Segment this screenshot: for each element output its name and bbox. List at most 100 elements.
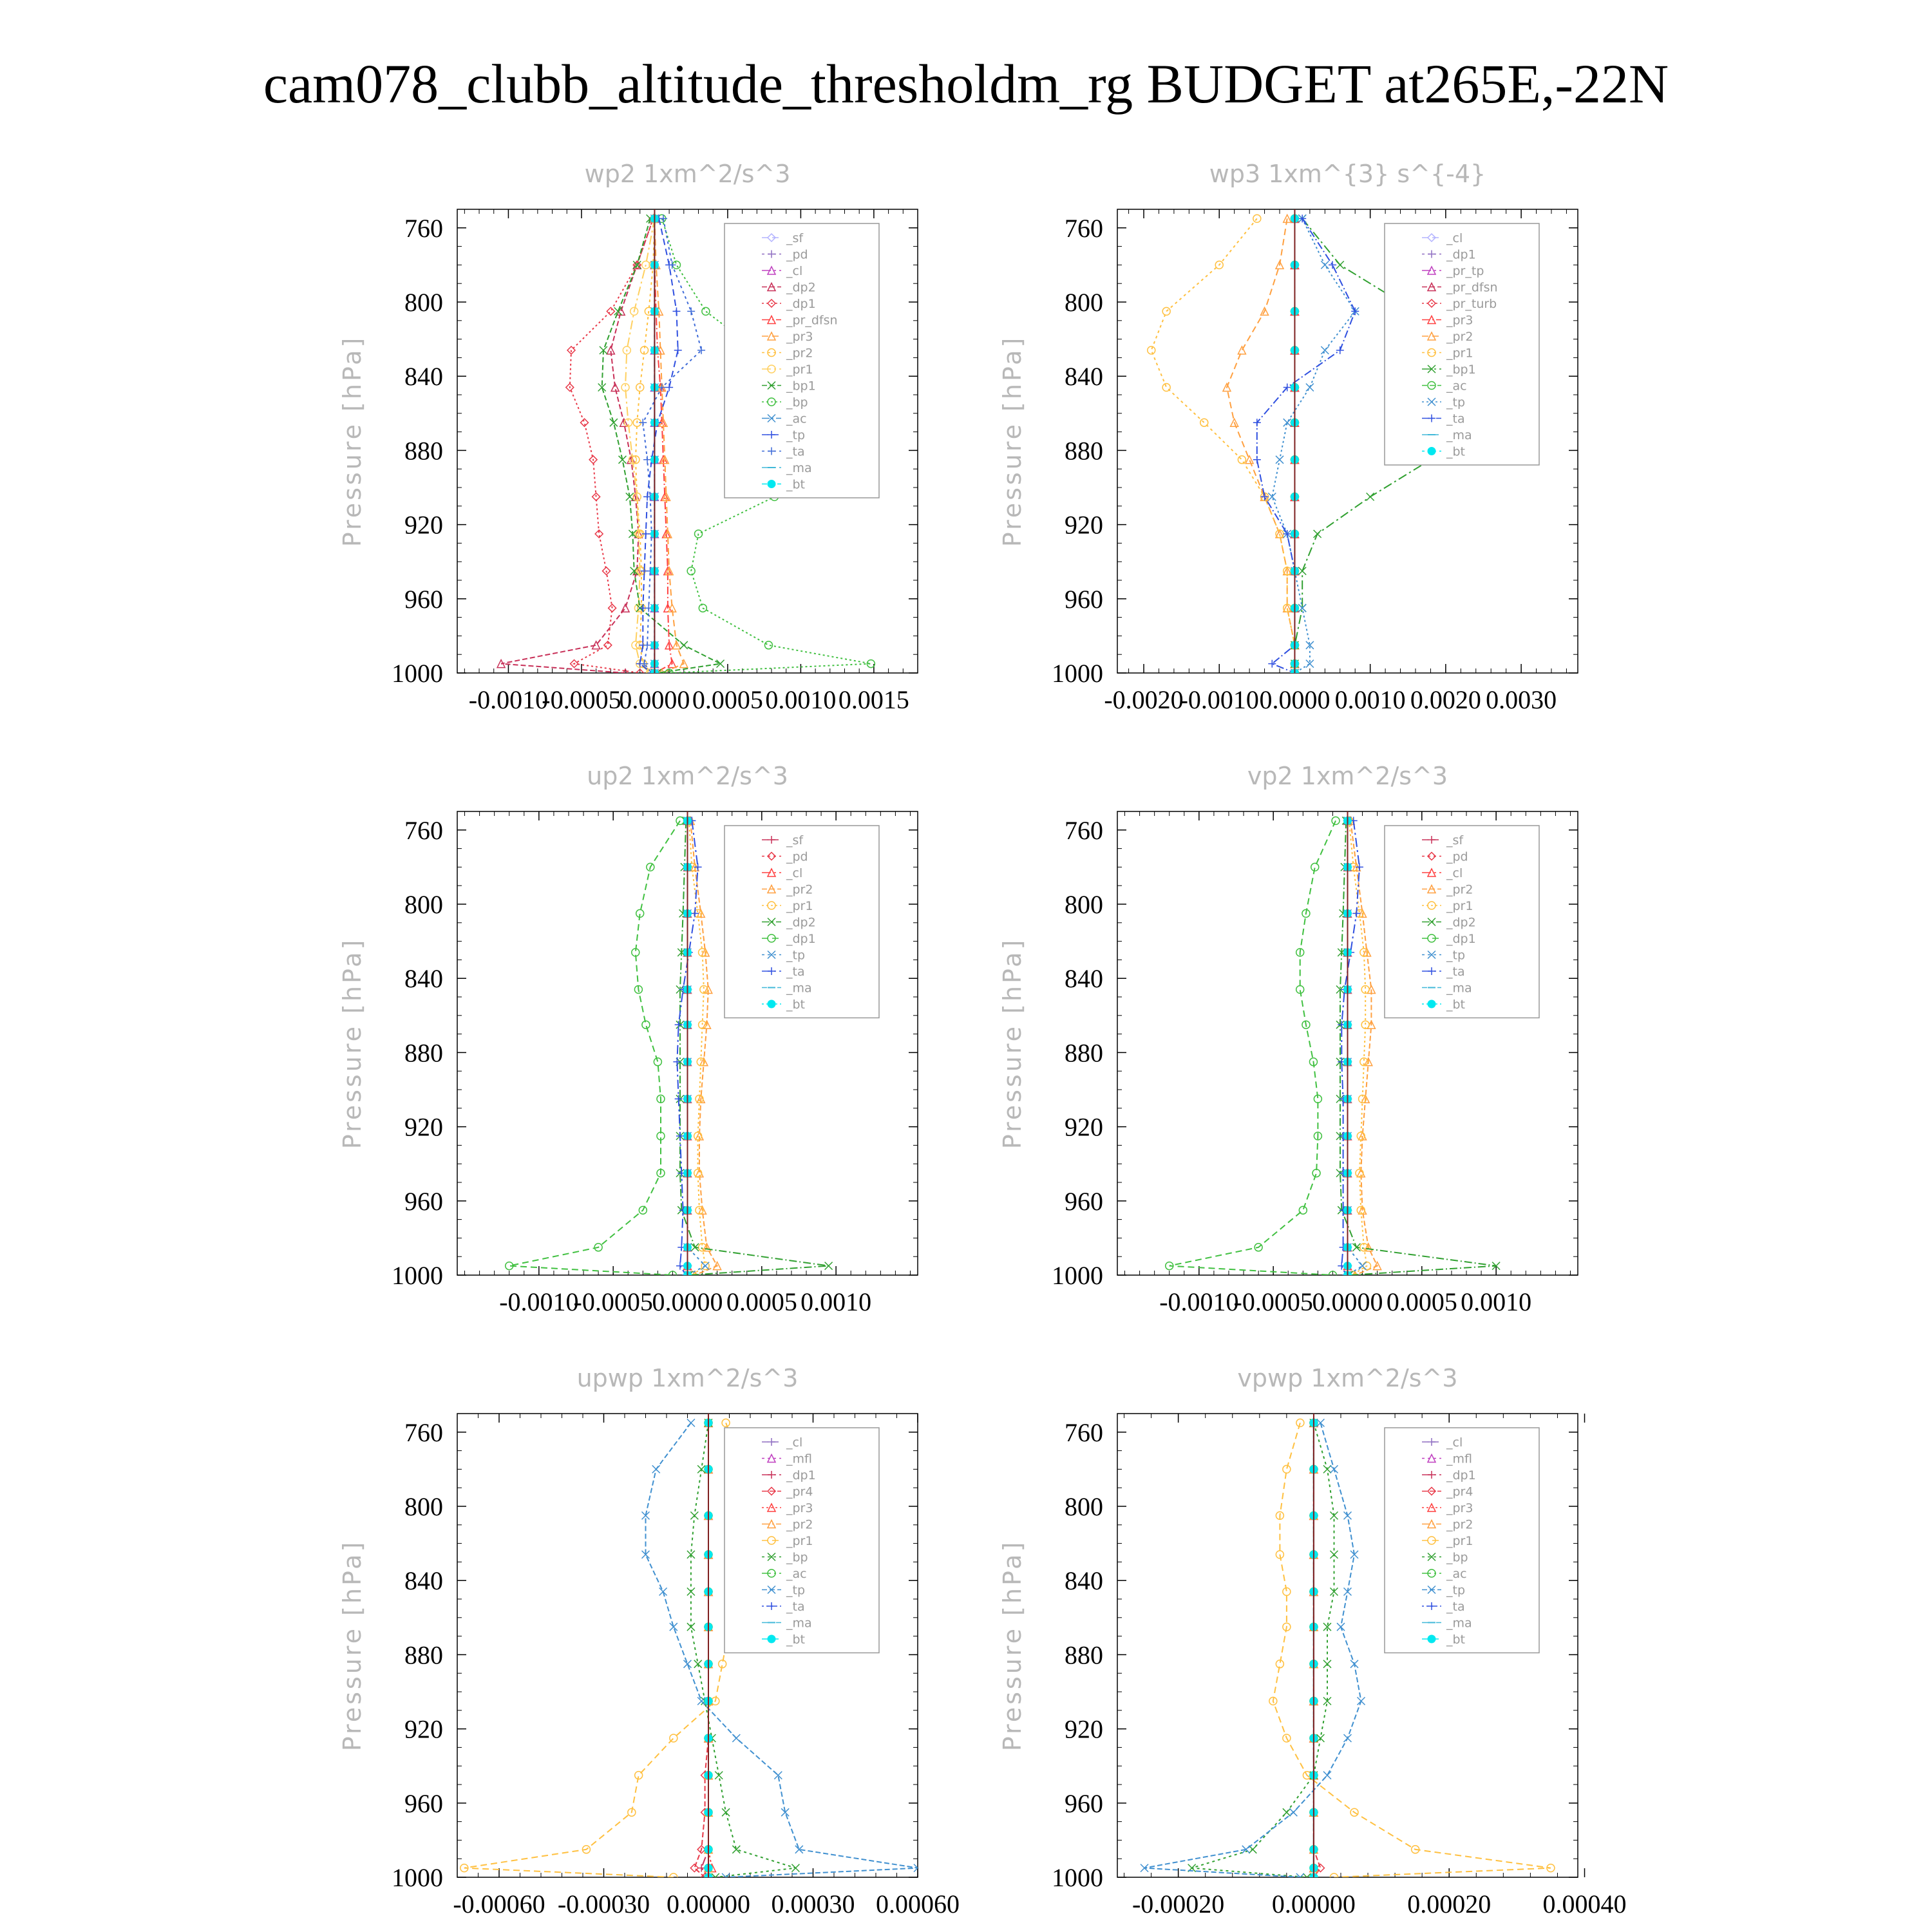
series-line-pr2 — [1350, 820, 1378, 1275]
x-tick-label: 0.0010 — [1335, 685, 1406, 714]
legend-label: _ac — [786, 412, 807, 426]
data-point-tp — [641, 1511, 650, 1520]
data-point-tp — [669, 1622, 678, 1631]
legend-marker — [768, 1602, 775, 1610]
legend-label: _pr2 — [786, 1518, 813, 1532]
data-point-tp — [1242, 1845, 1251, 1854]
data-point-dp1 — [638, 1206, 648, 1215]
legend-label: _dp1 — [786, 297, 816, 311]
y-tick-label: 920 — [404, 1715, 443, 1744]
data-point-pr1 — [1350, 1808, 1359, 1817]
legend-label: _pr2 — [1446, 330, 1473, 344]
legend-marker — [767, 901, 776, 910]
data-point-pr2 — [700, 947, 710, 957]
series-line-bp1 — [601, 218, 723, 673]
legend-marker — [767, 413, 776, 423]
data-point-pr1 — [1215, 260, 1224, 270]
data-point-bp — [1302, 1873, 1311, 1877]
data-point-bp1 — [625, 492, 634, 501]
x-tick-label: 0.00040 — [1543, 1889, 1627, 1918]
panel-title: wp2 1xm^2/s^3 — [585, 160, 791, 188]
data-point-pr2 — [699, 1057, 709, 1066]
data-point-bp — [687, 1550, 696, 1559]
data-point-pr1 — [699, 985, 708, 994]
x-tick-label: -0.0010 — [1159, 1287, 1238, 1316]
data-point-dp2 — [690, 1243, 699, 1252]
legend-marker — [767, 381, 776, 390]
data-point-pr1 — [1329, 1873, 1339, 1877]
legend-label: _pr2 — [786, 883, 813, 897]
x-tick-label: -0.0010 — [469, 685, 548, 714]
legend-label: _ac — [786, 1567, 807, 1581]
data-point-ta — [687, 307, 696, 316]
legend-marker — [768, 836, 775, 844]
data-point-pr2 — [712, 1260, 722, 1271]
data-point-bp — [1323, 1696, 1332, 1705]
data-point-pr1 — [693, 1168, 703, 1178]
x-tick-label: 0.0010 — [1461, 1287, 1531, 1316]
data-point-dp1 — [1313, 1094, 1323, 1104]
data-point-dp2 — [1492, 1262, 1501, 1271]
panel-title: up2 1xm^2/s^3 — [587, 762, 788, 790]
data-point-bp — [1316, 1734, 1325, 1743]
data-point-pr1 — [1237, 455, 1247, 464]
panel-4: vp2 1xm^2/s^3 Pressure [hPa] 760 800 840 880 9… — [998, 762, 1578, 1316]
data-point-pr1 — [1275, 1550, 1285, 1559]
data-point-ta — [676, 1262, 684, 1270]
data-point-pr1 — [621, 383, 630, 392]
data-point-tp — [1289, 1808, 1298, 1817]
legend-marker — [1426, 1453, 1437, 1463]
data-point-tp — [1323, 1771, 1332, 1780]
legend-box — [1384, 1427, 1540, 1654]
x-tick-label: -0.0005 — [542, 685, 621, 714]
series-line-bp — [1191, 1423, 1335, 1877]
legend-marker — [1427, 447, 1436, 455]
y-axis-label: Pressure [hPa] — [998, 1540, 1027, 1752]
data-point-pr2 — [1274, 260, 1285, 270]
data-point-pr1 — [687, 1271, 697, 1275]
y-tick-label: 1000 — [1052, 659, 1103, 688]
x-tick-label: 0.0000 — [619, 685, 690, 714]
data-point-bp1 — [598, 383, 607, 392]
series-line-tp — [639, 218, 679, 673]
y-tick-label: 800 — [1065, 890, 1103, 919]
data-point-pr_dfsn — [664, 640, 674, 650]
panel-1: wp2 1xm^2/s^3 Pressure [hPa] 760 800 840 880 9… — [338, 160, 918, 714]
data-point-tp — [1356, 1696, 1366, 1705]
data-point-tp — [1316, 1418, 1325, 1427]
data-point-pr1 — [1282, 1734, 1291, 1743]
data-point-pr3 — [658, 417, 668, 427]
legend-box — [724, 825, 880, 1019]
legend-marker — [1426, 314, 1437, 325]
legend-marker — [768, 967, 775, 975]
data-point-bp — [1329, 1511, 1339, 1520]
data-point-tp — [732, 1734, 741, 1743]
legend-marker — [767, 999, 776, 1009]
legend-marker — [1428, 1438, 1435, 1446]
data-point-bp1 — [628, 529, 637, 538]
legend-marker — [766, 1453, 777, 1463]
legend-label: _ma — [1446, 428, 1472, 442]
data-point-pr1 — [717, 1660, 727, 1669]
x-tick-label: -0.00020 — [1132, 1889, 1224, 1918]
data-point-pr2 — [1363, 1057, 1374, 1066]
series-line-pr1 — [1348, 820, 1368, 1275]
legend-marker — [767, 1569, 776, 1578]
data-point-ta — [659, 214, 668, 223]
data-point-dp1 — [1298, 1206, 1308, 1215]
legend-marker — [1427, 348, 1436, 357]
plot-frame — [457, 209, 918, 674]
data-point-bp1 — [716, 659, 725, 668]
data-point-pr3 — [672, 640, 681, 650]
data-point-ta — [658, 383, 666, 392]
data-point-dp2 — [619, 417, 629, 427]
data-point-dp1 — [653, 1057, 663, 1066]
legend-label: _bt — [786, 478, 805, 492]
legend-label: _dp2 — [786, 281, 816, 295]
y-tick-label: 1000 — [1052, 1863, 1103, 1892]
data-point-tp — [795, 1845, 804, 1854]
data-point-ta — [691, 909, 699, 918]
y-tick-label: 880 — [1065, 1640, 1103, 1669]
series-line-pr1 — [464, 1423, 744, 1877]
